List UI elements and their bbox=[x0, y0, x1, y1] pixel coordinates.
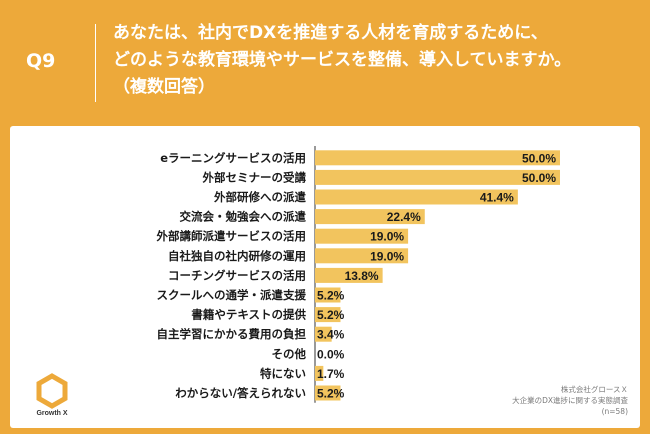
value-label-2: 41.4% bbox=[480, 191, 514, 205]
category-label-12: わからない/答えられない bbox=[175, 386, 306, 400]
value-label-5: 19.0% bbox=[370, 249, 404, 263]
bar-9 bbox=[315, 326, 332, 342]
bar-1 bbox=[315, 169, 560, 185]
category-label-7: スクールへの通学・派遣支援 bbox=[157, 288, 307, 302]
value-label-8: 5.2% bbox=[317, 308, 345, 322]
bar-chart: eラーニングサービスの活用 50.0% 外部セミナーの受講 50.0% 外部研修への派遣… bbox=[156, 146, 560, 403]
category-label-6: コーチングサービスの活用 bbox=[168, 268, 306, 282]
category-label-11: 特にない bbox=[260, 366, 306, 380]
source-company: 株式会社グロースＸ bbox=[560, 385, 628, 394]
bar-5 bbox=[315, 248, 409, 264]
value-label-12: 5.2% bbox=[317, 387, 345, 401]
logo-hexagon-icon bbox=[36, 373, 68, 409]
chart-panel: eラーニングサービスの活用 50.0% 外部セミナーの受講 50.0% 外部研修への派遣… bbox=[10, 126, 640, 428]
bar-0 bbox=[315, 150, 560, 166]
category-label-0: eラーニングサービスの活用 bbox=[160, 151, 306, 165]
value-label-3: 22.4% bbox=[387, 210, 421, 224]
source-sample: (n=58) bbox=[601, 407, 628, 416]
question-line-2: どのような教育環境やサービスを整備、導入していますか。 bbox=[113, 50, 572, 70]
question-line-1: あなたは、社内でDXを推進する人材を育成するために、 bbox=[113, 23, 548, 43]
category-label-5: 自社独自の社内研修の運用 bbox=[168, 249, 306, 263]
value-label-10: 0.0% bbox=[317, 347, 345, 361]
bar-7 bbox=[315, 287, 341, 303]
question-text: あなたは、社内でDXを推進する人材を育成するために、 どのような教育環境やサービ… bbox=[113, 20, 643, 101]
category-label-3: 交流会・勉強会への派遣 bbox=[180, 210, 307, 224]
category-label-8: 書籍やテキストの提供 bbox=[191, 308, 306, 322]
growthx-logo: Growth X bbox=[22, 370, 82, 426]
category-label-9: 自主学習にかかる費用の負担 bbox=[157, 327, 307, 341]
category-label-2: 外部研修への派遣 bbox=[213, 190, 306, 204]
value-label-0: 50.0% bbox=[522, 151, 556, 165]
source-note: 株式会社グロースＸ 大企業のDX進捗に関する実態調査 (n=58) bbox=[512, 384, 628, 417]
header: Q9 あなたは、社内でDXを推進する人材を育成するために、 どのような教育環境や… bbox=[0, 0, 650, 120]
bar-2 bbox=[315, 189, 518, 205]
category-label-4: 外部講師派遣サービスの活用 bbox=[156, 229, 307, 243]
bar-12 bbox=[315, 385, 341, 401]
value-label-9: 3.4% bbox=[317, 328, 345, 342]
value-label-6: 13.8% bbox=[345, 269, 379, 283]
question-number: Q9 bbox=[26, 50, 56, 72]
source-survey: 大企業のDX進捗に関する実態調査 bbox=[512, 396, 628, 405]
value-label-11: 1.7% bbox=[317, 367, 345, 381]
bar-11 bbox=[315, 365, 324, 381]
value-label-7: 5.2% bbox=[317, 289, 345, 303]
logo-text: Growth X bbox=[36, 410, 68, 417]
category-label-1: 外部セミナーの受講 bbox=[202, 170, 307, 184]
value-label-4: 19.0% bbox=[370, 230, 404, 244]
bar-3 bbox=[315, 209, 425, 225]
bar-4 bbox=[315, 228, 409, 244]
value-label-1: 50.0% bbox=[522, 171, 556, 185]
header-divider bbox=[95, 24, 96, 102]
bar-8 bbox=[315, 307, 341, 323]
category-label-10: その他 bbox=[272, 347, 307, 361]
question-line-3: （複数回答） bbox=[113, 77, 215, 97]
bar-6 bbox=[315, 267, 383, 283]
